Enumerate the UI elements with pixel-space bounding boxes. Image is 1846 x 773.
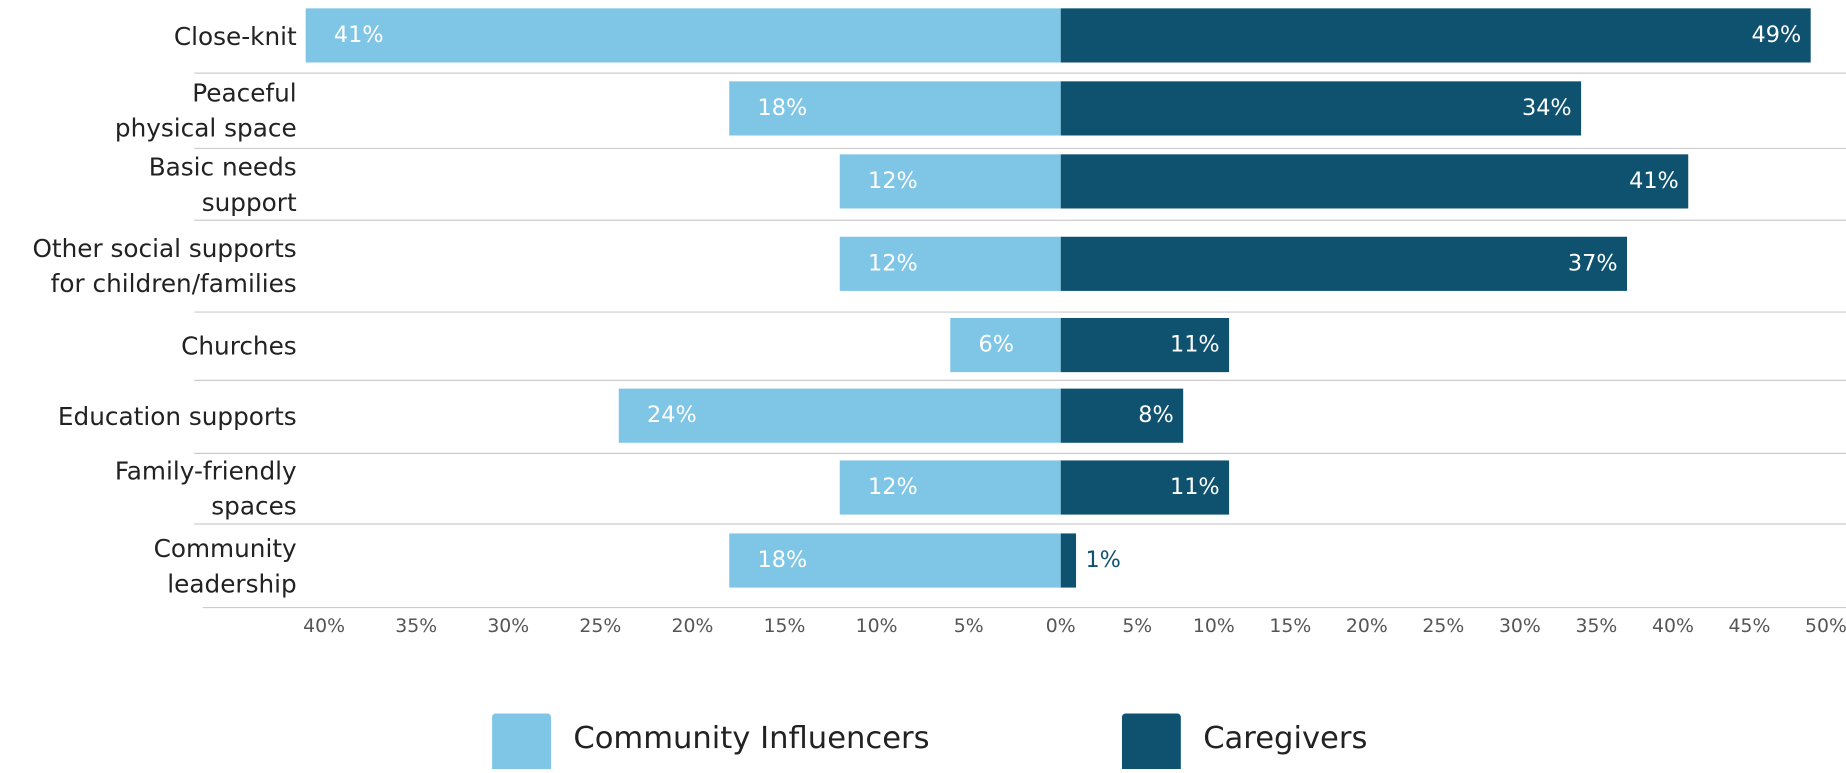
value-label: 11%: [1170, 332, 1220, 358]
x-tick-label: 30%: [487, 616, 529, 637]
bar: [1060, 388, 1184, 443]
x-tick-label: 45%: [1729, 616, 1771, 637]
value-label: 41%: [334, 22, 384, 48]
bar: [839, 460, 1061, 515]
bar: [839, 236, 1061, 291]
value-label: 12%: [868, 250, 918, 276]
category-label: Education supports: [57, 402, 297, 432]
value-label: 37%: [1568, 250, 1618, 276]
x-tick-label: 25%: [1422, 616, 1464, 637]
bar: [729, 533, 1061, 588]
category-label-box: Family-friendly spaces: [114, 456, 297, 521]
bar: [305, 8, 1061, 63]
category-label: Churches: [181, 332, 297, 361]
category-label-box: Churches: [181, 332, 297, 361]
x-tick-label: 0%: [1046, 616, 1076, 637]
value-label: 1%: [1085, 547, 1120, 573]
value-label: 6%: [979, 332, 1014, 358]
legend-label: Community Influencers: [573, 721, 929, 756]
x-tick-label: 10%: [1193, 616, 1235, 637]
bar: [1060, 317, 1230, 373]
value-label: 12%: [868, 474, 918, 500]
category-label: Close-knit: [173, 22, 297, 51]
value-label: 12%: [868, 168, 918, 194]
category-label-box: Community leadership: [153, 534, 297, 598]
x-tick-label: 5%: [954, 616, 984, 637]
x-tick-label: 15%: [764, 616, 806, 637]
x-tick-label: 20%: [1346, 616, 1388, 637]
category-label-box: Close-knit: [173, 22, 297, 51]
category-label: Community leadership: [153, 534, 297, 598]
bar: [729, 81, 1061, 136]
category-label: Peaceful physical space: [114, 78, 297, 143]
category-label-box: Education supports: [57, 402, 297, 432]
x-tick-label: 20%: [671, 616, 713, 637]
value-label: 41%: [1629, 168, 1679, 194]
value-label: 49%: [1752, 22, 1802, 48]
legend-label: Caregivers: [1203, 721, 1367, 756]
x-tick-label: 5%: [1122, 616, 1152, 637]
legend-swatch: [492, 713, 551, 773]
x-tick-label: 50%: [1805, 616, 1846, 637]
category-label-box: Other social supports for children/famil…: [32, 234, 297, 298]
x-tick-label: 25%: [579, 616, 621, 637]
value-label: 8%: [1138, 402, 1173, 428]
x-tick-label: 35%: [1575, 616, 1617, 637]
category-label-box: Peaceful physical space: [114, 78, 297, 143]
x-tick-label: 30%: [1499, 616, 1541, 637]
bar: [839, 154, 1061, 209]
bar: [1060, 8, 1811, 63]
x-tick-label: 40%: [1652, 616, 1694, 637]
x-tick-label: 35%: [395, 616, 437, 637]
bar: [1060, 236, 1628, 291]
value-label: 34%: [1522, 95, 1572, 121]
x-tick-label: 15%: [1269, 616, 1311, 637]
category-label: Family-friendly spaces: [114, 456, 297, 521]
value-label: 18%: [758, 95, 808, 121]
bar: [1060, 533, 1077, 588]
legend-swatch: [1121, 713, 1181, 773]
bar: [1060, 81, 1582, 136]
category-label-box: Basic needs support: [148, 152, 297, 217]
category-label: Other social supports for children/famil…: [32, 234, 297, 298]
value-label: 24%: [647, 402, 697, 428]
value-label: 18%: [758, 547, 808, 573]
x-tick-label: 10%: [856, 616, 898, 637]
value-label: 11%: [1170, 474, 1220, 500]
category-label: Basic needs support: [148, 152, 297, 217]
bar: [1060, 154, 1689, 209]
bar: [950, 317, 1061, 373]
x-tick-label: 40%: [303, 616, 345, 637]
bar: [618, 388, 1061, 443]
bar: [1060, 460, 1230, 515]
